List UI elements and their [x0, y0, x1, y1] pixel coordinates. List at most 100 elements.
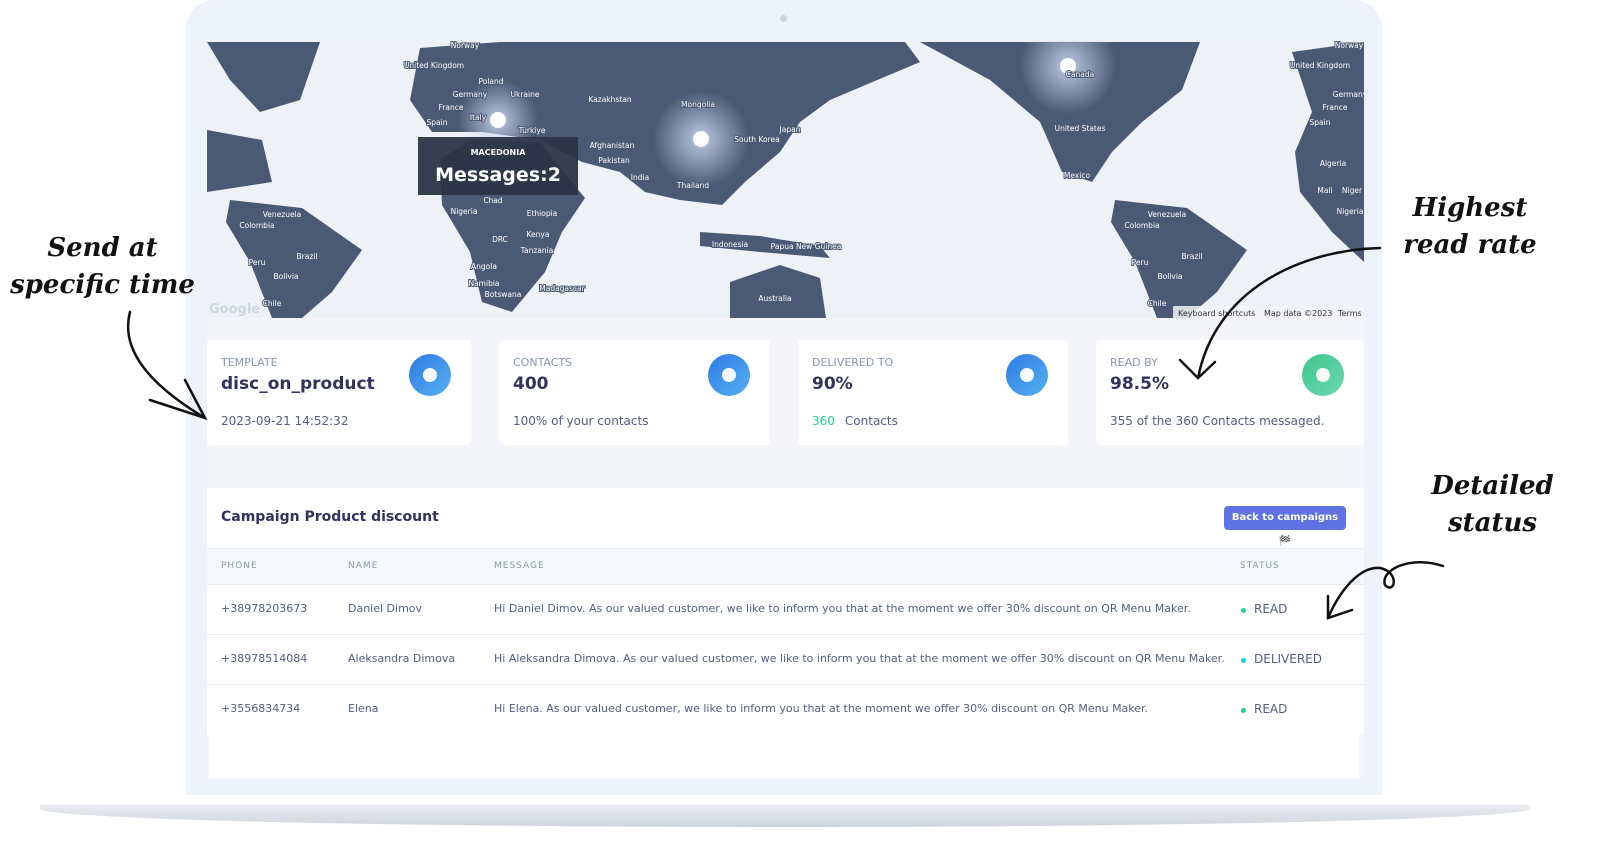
map-label: United States: [1055, 124, 1106, 133]
attribution: Keyboard shortcuts: [1178, 309, 1255, 318]
card-label: TEMPLATE: [221, 356, 278, 369]
map-label: Italy: [470, 113, 487, 122]
map-label: Mexico: [1064, 171, 1091, 180]
cell: +38978203673: [221, 602, 308, 615]
map-label: Thailand: [676, 181, 709, 190]
map-label: Nigeria: [451, 207, 478, 216]
table-title: Campaign Product discount: [221, 509, 439, 525]
card-footer: 2023-09-21 14:52:32: [221, 414, 348, 428]
map-label: Kazakhstan: [588, 95, 631, 104]
map-label: Japan: [779, 125, 801, 134]
map-label: Venezuela: [263, 210, 302, 219]
map-label: Angola: [471, 262, 497, 271]
map-label: Chad: [483, 196, 503, 205]
cell: Hi Daniel Dimov. As our valued customer,…: [494, 602, 1191, 615]
status-dot: [1241, 708, 1246, 713]
status-dot: [1241, 608, 1246, 613]
map-label: India: [631, 173, 649, 182]
icon-glyph: [423, 368, 437, 382]
map-label: Bolivia: [273, 272, 298, 281]
icon-glyph: [1316, 368, 1330, 382]
cell: Aleksandra Dimova: [348, 652, 456, 665]
icon-glyph: [722, 368, 736, 382]
map-label: Poland: [478, 77, 503, 86]
map-label: Norway: [451, 41, 480, 50]
map-label: Brazil: [297, 252, 318, 261]
cell: Hi Aleksandra Dimova. As our valued cust…: [494, 652, 1225, 665]
tooltip: [418, 137, 578, 195]
status-dot: [1241, 658, 1246, 663]
row-divider: [207, 634, 1364, 635]
map-label: Bolivia: [1157, 272, 1182, 281]
column-header: PHONE: [221, 561, 258, 571]
table-header: [207, 548, 1364, 585]
map-label: Germany: [1333, 90, 1364, 99]
cell: Elena: [348, 702, 379, 715]
card-icon: [1302, 354, 1344, 396]
card-footer: 360 Contacts: [812, 414, 898, 428]
map-label: Ethiopia: [527, 209, 558, 218]
map-label: Chile: [1148, 299, 1167, 308]
table-card: Campaign Product discount Back to campai…: [207, 488, 1364, 735]
arrow-head: [1178, 358, 1217, 380]
column-header: STATUS: [1240, 561, 1280, 571]
annotation: Highest read rate: [1403, 193, 1537, 260]
annotation: Send at specific time: [10, 233, 195, 300]
card-value: disc_on_product: [221, 374, 375, 394]
card-icon: [708, 354, 750, 396]
card-footer-text: 100% of your contacts: [513, 414, 649, 428]
bubble-glow: [1020, 41, 1116, 114]
map-label: Algeria: [1320, 159, 1346, 168]
card-icon: [409, 354, 451, 396]
map-label: Venezuela: [1148, 210, 1187, 219]
card-value: 400: [513, 374, 549, 394]
map-label: Afghanistan: [590, 141, 635, 150]
status: READ: [1254, 602, 1288, 616]
stat-card: CONTACTS 400 100% of your contacts: [499, 340, 770, 445]
map-label: Tanzania: [520, 246, 554, 255]
map-label: Ukraine: [511, 90, 540, 99]
attribution[interactable]: Terms: [1337, 309, 1362, 318]
arrow-head: [1326, 594, 1354, 620]
camera: [780, 15, 787, 22]
cell: +38978514084: [221, 652, 308, 665]
card-footer-text: 2023-09-21 14:52:32: [221, 414, 349, 428]
cell: +3556834734: [221, 702, 301, 715]
column-header: MESSAGE: [494, 561, 545, 571]
card-footer: 355 of the 360 Contacts messaged.: [1110, 414, 1324, 428]
bubble-dot: [1060, 58, 1076, 74]
map-label: France: [439, 103, 464, 112]
map-logo: Google: [209, 302, 260, 317]
map-label: Botswana: [485, 290, 522, 299]
card-value: 98.5%: [1110, 374, 1169, 394]
card-footer-text: Contacts: [844, 414, 898, 428]
landmasses: [207, 42, 1364, 318]
annotation: Detailed status: [1431, 471, 1554, 538]
card-footer: 100% of your contacts: [513, 414, 648, 428]
status: DELIVERED: [1254, 652, 1322, 666]
map: Norway United Kingdom Poland Ukraine Germany…: [207, 41, 1364, 318]
icon-glyph: [1020, 368, 1034, 382]
arrow: [1326, 561, 1445, 620]
map-label: Madagascar: [539, 284, 585, 293]
back-button[interactable]: Back to campaigns 🏁: [1224, 506, 1346, 547]
map-label: Canada: [1066, 70, 1095, 79]
map-label: Germany: [453, 90, 488, 99]
attribution-bg: [1173, 306, 1364, 318]
tooltip-title: MACEDONIA: [471, 148, 527, 157]
card-label: READ BY: [1110, 356, 1158, 369]
map-label: Mali: [1317, 186, 1332, 195]
stat-card: READ BY 98.5% 355 of the 360 Contacts mess…: [1096, 340, 1364, 445]
map-label: Papua New Guinea: [771, 242, 842, 251]
map-label: Chile: [263, 299, 282, 308]
cell: Hi Elena. As our valued customer, we lik…: [494, 702, 1149, 715]
map-label: Pakistan: [598, 156, 630, 165]
map-label: Mongolia: [681, 100, 715, 109]
map-label: Indonesia: [712, 240, 748, 249]
map-label: Niger: [1342, 186, 1363, 195]
arrow: [126, 310, 207, 420]
map-label: Nigeria: [1337, 207, 1364, 216]
column-header: NAME: [348, 561, 379, 571]
map-label: South Korea: [734, 135, 779, 144]
